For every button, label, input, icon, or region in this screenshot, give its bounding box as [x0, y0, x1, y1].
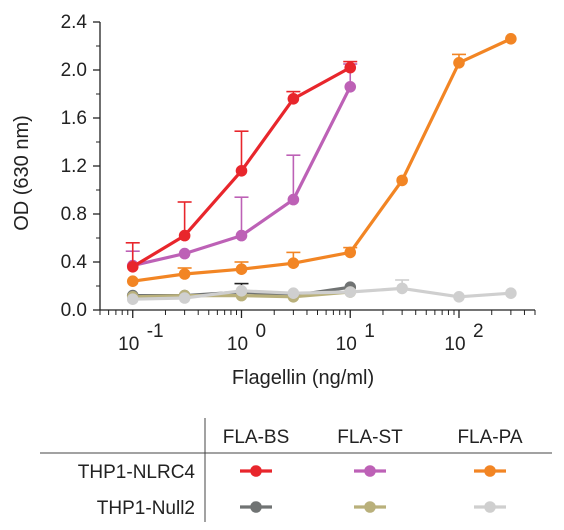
x-tick-label: 10 — [444, 334, 465, 355]
series-thp1-nlrc4-fla-pa — [126, 33, 517, 288]
data-point — [178, 229, 191, 242]
data-point — [178, 247, 191, 260]
legend-column-header: FLA-BS — [223, 427, 290, 448]
legend-column-header: FLA-PA — [457, 427, 522, 448]
legend-marker-dot — [484, 501, 496, 513]
y-tick-label: 0.4 — [61, 252, 88, 273]
legend-row-label: THP1-NLRC4 — [78, 462, 196, 483]
legend-marker-dot — [364, 501, 376, 513]
data-point — [505, 287, 517, 300]
data-point — [396, 174, 408, 187]
data-point — [287, 257, 300, 270]
data-point — [235, 165, 248, 177]
data-point — [453, 291, 465, 303]
data-point — [344, 246, 357, 259]
data-point — [505, 33, 517, 45]
legend-row-label: THP1-Null2 — [97, 498, 195, 519]
legend-marker — [240, 465, 272, 477]
x-tick-label: 10 — [336, 334, 357, 355]
y-tick-label: 1.6 — [61, 108, 87, 129]
legend: FLA-BS FLA-ST FLA-PA THP1-NLRC4 THP1-Null2 — [40, 418, 552, 522]
series-thp1-null2-fla-pa — [126, 279, 517, 306]
legend-marker — [240, 501, 272, 513]
series-line — [132, 286, 512, 301]
data-point — [178, 268, 191, 280]
data-point — [126, 261, 139, 273]
data-point — [235, 229, 248, 242]
y-axis-label: OD (630 nm) — [11, 115, 33, 231]
y-tick-label: 2.4 — [61, 12, 88, 33]
y-tick-label: 1.2 — [61, 156, 87, 177]
data-point — [287, 287, 300, 300]
data-point — [178, 292, 191, 304]
series-line — [132, 37, 512, 283]
y-tick-label: 2.0 — [61, 60, 87, 81]
x-tick-exponent: 1 — [364, 321, 375, 342]
y-tick-label: 0.0 — [61, 300, 87, 321]
y-tick-label: 0.8 — [61, 204, 87, 225]
data-point — [235, 263, 248, 276]
x-axis-label: Flagellin (ng/ml) — [232, 367, 374, 389]
legend-marker — [354, 465, 386, 477]
x-tick-exponent: 2 — [473, 321, 484, 342]
data-point — [344, 286, 357, 298]
legend-marker-dot — [250, 501, 262, 513]
x-tick-label: 10 — [118, 334, 139, 355]
data-point — [287, 193, 300, 206]
x-tick-exponent: -1 — [147, 321, 164, 342]
series-thp1-nlrc4-fla-bs — [125, 60, 358, 273]
legend-marker-dot — [364, 465, 376, 477]
x-tick-exponent: 0 — [255, 321, 266, 342]
legend-column-header: FLA-ST — [337, 427, 403, 448]
data-point — [287, 93, 300, 105]
legend-marker-dot — [250, 465, 262, 477]
legend-marker — [474, 501, 506, 513]
y-axis-ticks: 0.0 0.4 0.8 1.2 1.6 2.0 2.4 — [61, 12, 100, 321]
legend-marker — [354, 501, 386, 513]
axes — [99, 22, 535, 311]
data-point — [396, 282, 408, 295]
data-point — [126, 293, 139, 306]
series-layer — [125, 33, 517, 306]
legend-marker — [474, 465, 506, 477]
data-point — [126, 275, 139, 288]
data-point — [344, 61, 357, 74]
data-point — [235, 285, 248, 297]
data-point — [344, 81, 357, 93]
data-point — [453, 57, 465, 69]
x-axis-ticks: 10 -1 10 0 10 1 10 2 — [99, 310, 536, 355]
legend-marker-dot — [484, 465, 496, 477]
x-tick-label: 10 — [227, 334, 248, 355]
